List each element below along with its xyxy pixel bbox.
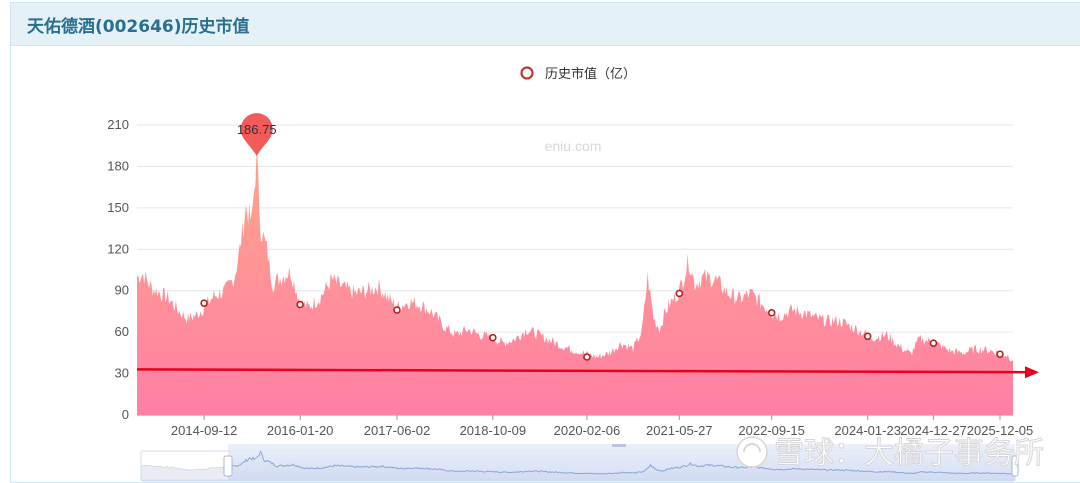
legend-label: 历史市值（亿） [545, 66, 636, 82]
data-marker [200, 299, 208, 307]
zoom-drag-bar[interactable] [612, 444, 626, 447]
x-tick-label: 2025-12-05 [967, 423, 1034, 438]
y-axis: 0 30 60 90 120 150 180 210 [107, 117, 129, 422]
panel-header: 天佑德酒(002646)历史市值 [11, 3, 1080, 46]
x-tick-label: 2017-06-02 [364, 423, 431, 438]
xueqiu-logo-icon [736, 436, 768, 468]
data-marker [767, 309, 776, 317]
legend-marker-icon [520, 66, 534, 80]
x-tick-label: 2018-10-09 [460, 423, 527, 438]
data-zoom-slider[interactable] [140, 444, 1019, 482]
y-tick-label: 180 [107, 158, 129, 173]
y-tick-label: 90 [115, 283, 129, 298]
credit-text: 雪球：大橘子事务所 [774, 436, 1044, 471]
x-tick-label: 2021-05-27 [646, 423, 713, 438]
x-tick-label: 2016-01-20 [267, 423, 334, 438]
data-marker [675, 289, 684, 298]
x-tick-label: 2024-01-23 [834, 423, 901, 438]
data-marker [489, 333, 497, 342]
x-tick-label: 2014-09-12 [171, 423, 238, 438]
y-tick-label: 30 [115, 366, 129, 381]
xueqiu-logo-arc [743, 443, 761, 453]
y-tick-label: 210 [107, 117, 129, 132]
page-title: 天佑德酒(002646)历史市值 [27, 16, 250, 37]
area-series [137, 146, 1013, 415]
data-marker [583, 353, 591, 361]
y-tick-label: 120 [107, 241, 129, 256]
credit-watermark: 雪球：大橘子事务所 [736, 436, 1045, 472]
zoom-handle-right[interactable] [1011, 455, 1019, 477]
y-tick-label: 60 [115, 324, 129, 339]
x-tick-label: 2022-09-15 [738, 423, 805, 438]
max-pin-label: 186.75 [237, 122, 277, 137]
trend-line [136, 366, 1039, 379]
data-marker [296, 300, 304, 309]
markers [200, 289, 1004, 361]
data-marker [996, 350, 1004, 359]
area-fill [137, 146, 1013, 415]
x-axis: 2014-09-12 2016-01-20 2017-06-02 2018-10-09… [171, 415, 1033, 438]
max-pin: 186.75 [237, 113, 277, 157]
watermark: eniu.com [545, 138, 602, 154]
pin-icon [240, 113, 273, 157]
zoom-selection-preview [228, 450, 1016, 475]
legend[interactable]: 历史市值（亿） [520, 66, 637, 82]
y-tick-label: 150 [107, 200, 129, 215]
data-marker [929, 339, 938, 347]
data-marker [863, 332, 872, 341]
zoom-selection[interactable] [228, 444, 1015, 481]
y-tick-label: 0 [122, 407, 129, 422]
trend-line-segment [136, 368, 1028, 374]
trend-arrow-icon [1025, 366, 1039, 379]
x-tick-label: 2020-02-06 [554, 423, 621, 438]
data-marker [393, 306, 401, 314]
zoom-handle-left[interactable] [223, 455, 233, 477]
x-tick-label: 2024-12-27 [900, 423, 967, 438]
